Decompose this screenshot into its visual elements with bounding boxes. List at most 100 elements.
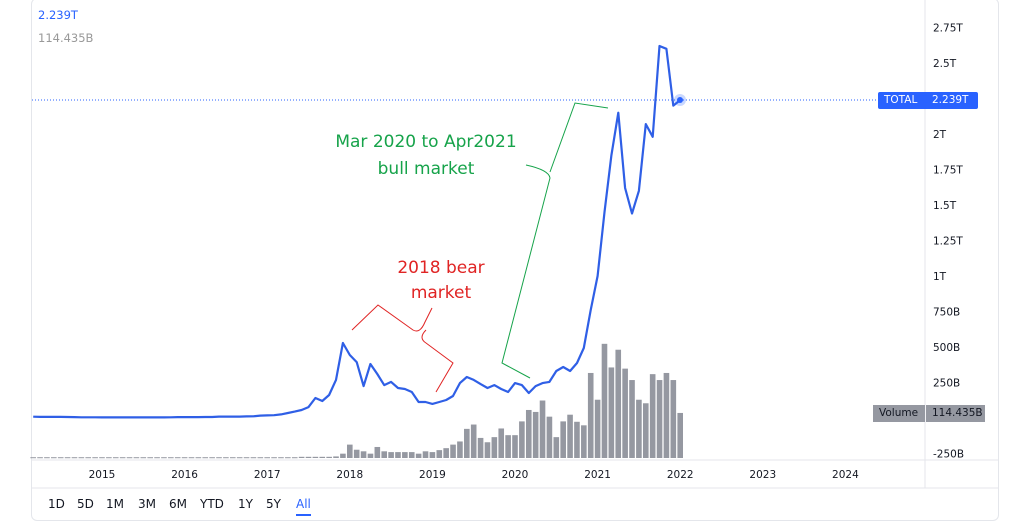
price-axis-tick: 2.5T [933,58,957,70]
range-button-all[interactable]: All [296,497,311,516]
price-axis-tick: 2.75T [933,23,963,35]
range-button-3m[interactable]: 3M [138,497,156,511]
volume-bar [374,446,381,458]
volume-bar [553,437,560,458]
volume-bar [636,399,642,458]
volume-bar [670,380,677,458]
volume-bar [106,457,112,459]
volume-bar [622,368,628,458]
volume-bar [539,400,546,458]
volume-bar [181,457,188,459]
price-axis-tick: 1.5T [933,200,957,212]
volume-bar [498,428,505,458]
volume-bar [44,457,50,459]
price-axis-tick: 2T [933,129,947,141]
price-axis-tick: -250B [933,449,964,461]
time-axis-tick: 2016 [171,469,198,481]
volume-bar [229,457,236,459]
range-button-5d[interactable]: 5D [77,497,94,511]
volume-bar [195,457,202,459]
volume-bar [174,457,181,459]
range-button-5y[interactable]: 5Y [266,497,281,511]
volume-bar [71,457,78,459]
volume-bar [92,457,98,459]
time-axis-tick: 2024 [832,469,859,481]
chart-card [31,0,999,521]
time-axis-labels: 2015 2016 2017 2018 2019 2020 2021 2022 2023 2024 [89,469,859,481]
volume-bar [85,457,92,459]
volume-bar [574,421,580,458]
volume-bar [140,457,147,459]
bull-annotation-line1: Mar 2020 to Apr2021 [335,132,516,152]
volume-bar [567,414,573,458]
price-axis-tick: 1.75T [933,165,963,177]
price-axis-tick: 1T [933,271,947,283]
volume-bar [250,457,257,459]
time-axis-tick: 2015 [89,469,116,481]
price-axis-tick: 500B [933,342,960,354]
range-button-1d[interactable]: 1D [48,497,65,511]
volume-bar [161,457,167,459]
volume-bar [353,449,360,458]
volume-bar [436,450,443,458]
time-axis-tick: 2017 [254,469,281,481]
volume-bar [443,448,449,458]
volume-bar [257,457,264,459]
time-axis-tick: 2018 [336,469,363,481]
volume-bar [512,435,518,458]
volume-bar [388,452,394,458]
volume-bar [236,457,243,459]
volume-bar [216,457,222,459]
volume-bar [429,452,436,458]
volume-bar [415,453,422,458]
volume-bar [312,456,319,458]
volume-bar [243,457,250,459]
time-axis-tick: 2019 [419,469,446,481]
volume-bars [30,343,683,459]
volume-bar [57,457,64,459]
range-button-6m[interactable]: 6M [169,497,187,511]
range-button-1m[interactable]: 1M [106,497,124,511]
volume-bar [470,424,477,458]
volume-bar [642,403,649,458]
volume-bar [360,451,367,458]
volume-bar [450,444,456,458]
volume-bar [422,451,429,458]
price-axis-tick: 1.25T [933,236,963,248]
time-axis-tick: 2022 [667,469,694,481]
range-button-1y[interactable]: 1Y [238,497,253,511]
bull-annotation-line2: bull market [378,159,475,179]
volume-bar [30,457,36,459]
volume-bar [656,380,663,458]
volume-bar [99,457,105,459]
volume-bar [615,349,622,458]
volume-tag-label: Volume [873,405,925,422]
range-button-ytd[interactable]: YTD [200,497,224,511]
volume-bar [154,457,160,459]
volume-bar [477,437,484,458]
volume-bar [64,457,71,459]
price-tag-label: TOTAL [878,92,926,109]
volume-bar [326,456,332,458]
volume-bar [126,457,133,459]
volume-bar [223,457,229,459]
volume-bar [333,456,339,458]
volume-bar [532,411,539,458]
volume-bar [484,442,491,458]
bull-market-bracket [501,102,609,379]
volume-bar [271,457,277,459]
price-axis-tick: 250B [933,378,960,390]
volume-bar [491,437,498,458]
volume-bar [594,399,601,458]
volume-bar [51,457,57,459]
volume-bar [168,457,174,459]
volume-bar [340,453,346,458]
volume-bar [663,372,670,458]
volume-bar [581,425,587,458]
bear-annotation-line2: market [411,283,472,303]
volume-bar [525,409,532,458]
bear-market-bracket [351,304,454,393]
time-axis-tick: 2023 [749,469,776,481]
volume-bar [37,457,43,459]
